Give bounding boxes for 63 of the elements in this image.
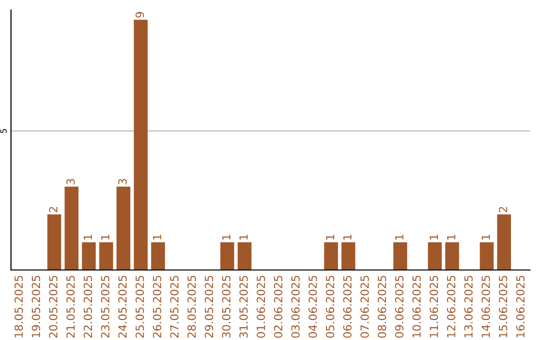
data-label: 1 (222, 234, 230, 240)
bar (445, 242, 460, 270)
x-tick-label: 31.05.2025 (239, 276, 248, 338)
bar (151, 242, 165, 270)
bar (220, 242, 234, 270)
x-tick-label: 21.05.2025 (66, 276, 75, 338)
bar (64, 186, 78, 270)
data-label: 2 (49, 207, 58, 212)
data-label: 3 (118, 179, 127, 184)
x-tick-label: 25.05.2025 (136, 276, 144, 338)
bar (238, 242, 252, 270)
data-label: 1 (101, 234, 110, 240)
y-tick-label: 5 (0, 129, 7, 133)
x-tick-label: 03.06.2025 (291, 276, 300, 338)
data-label: 1 (395, 234, 404, 240)
x-tick-label: 20.05.2025 (49, 276, 58, 338)
x-tick-label: 15.06.2025 (498, 276, 508, 338)
x-tick-label: 08.06.2025 (378, 276, 386, 338)
bar (393, 242, 408, 270)
data-label: 1 (430, 234, 438, 240)
x-tick-label: 18.05.2025 (14, 276, 23, 338)
bar (82, 242, 96, 270)
data-label: 1 (343, 234, 352, 240)
data-label: 1 (326, 234, 334, 240)
data-label: 1 (447, 234, 456, 240)
x-tick-label: 27.05.2025 (170, 276, 179, 338)
x-tick-label: 14.06.2025 (482, 276, 490, 338)
x-tick-label: 07.06.2025 (360, 276, 369, 338)
bar (47, 214, 62, 270)
x-tick-label: 12.06.2025 (446, 276, 456, 338)
bar (99, 242, 114, 270)
x-tick-label: 10.06.2025 (412, 276, 421, 338)
x-tick-label: 01.06.2025 (256, 276, 266, 338)
bar (324, 242, 338, 270)
data-label: 1 (240, 234, 248, 240)
x-tick-label: 09.06.2025 (395, 276, 404, 338)
data-label: 9 (136, 12, 144, 18)
x-tick-label: 26.05.2025 (152, 276, 162, 338)
data-label: 3 (66, 179, 75, 184)
data-label: 2 (498, 207, 508, 212)
x-tick-label: 30.05.2025 (222, 276, 230, 338)
x-tick-label: 28.05.2025 (187, 276, 196, 338)
x-tick-label: 16.06.2025 (516, 276, 525, 338)
bar (134, 20, 148, 270)
bar (480, 242, 494, 270)
data-label: 1 (84, 234, 92, 240)
x-tick-label: 13.06.2025 (464, 276, 473, 338)
bar (497, 214, 511, 270)
x-tick-label: 05.06.2025 (326, 276, 334, 338)
x-tick-label: 24.05.2025 (118, 276, 127, 338)
x-tick-label: 11.06.2025 (430, 276, 438, 338)
x-tick-label: 02.06.2025 (274, 276, 282, 338)
bar (341, 242, 356, 270)
x-tick-label: 06.06.2025 (343, 276, 352, 338)
data-label: 1 (482, 234, 490, 240)
bar (116, 186, 130, 270)
x-tick-label: 04.06.2025 (308, 276, 317, 338)
x-tick-label: 19.05.2025 (32, 276, 40, 338)
x-tick-label: 23.05.2025 (100, 276, 110, 338)
x-tick-label: 22.05.2025 (84, 276, 92, 338)
x-tick-label: 29.05.2025 (204, 276, 214, 338)
bar (428, 242, 442, 270)
data-label: 1 (153, 234, 162, 240)
